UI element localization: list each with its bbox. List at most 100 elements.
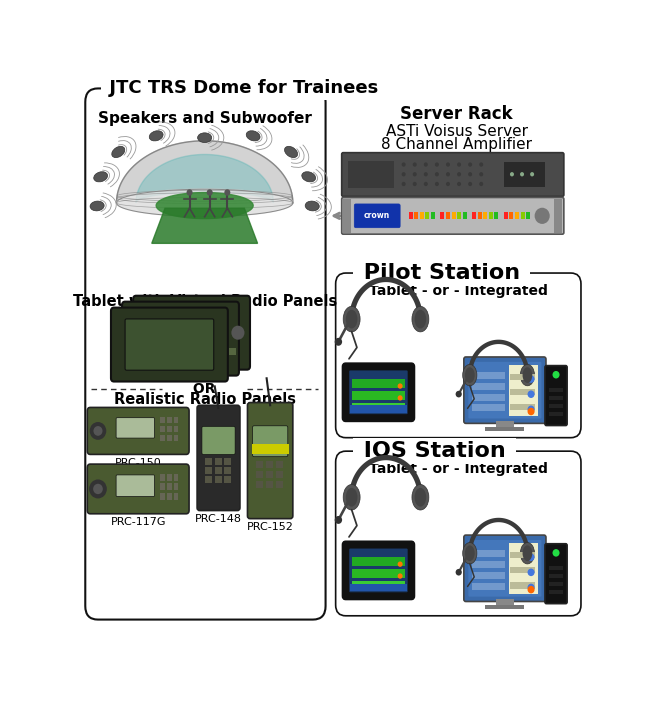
Bar [549, 412, 563, 416]
FancyBboxPatch shape [469, 540, 541, 597]
Bar [352, 557, 405, 566]
Circle shape [335, 338, 342, 346]
Bar [205, 467, 212, 474]
Ellipse shape [150, 131, 163, 141]
FancyBboxPatch shape [464, 357, 546, 423]
Bar [472, 583, 504, 590]
Circle shape [528, 569, 534, 576]
Ellipse shape [346, 488, 358, 507]
FancyBboxPatch shape [469, 362, 541, 418]
Bar [509, 543, 538, 594]
Bar [266, 470, 274, 478]
FancyBboxPatch shape [354, 204, 400, 228]
Ellipse shape [112, 147, 125, 158]
Circle shape [90, 422, 107, 440]
Text: IOS Station: IOS Station [356, 441, 514, 461]
Circle shape [424, 163, 428, 167]
Ellipse shape [343, 484, 360, 510]
Polygon shape [156, 193, 253, 219]
Bar [256, 470, 263, 478]
Bar [167, 435, 172, 441]
Text: ASTi Voisus Server: ASTi Voisus Server [385, 124, 528, 139]
Circle shape [413, 172, 417, 177]
Circle shape [187, 189, 192, 196]
Bar [504, 163, 545, 186]
Ellipse shape [521, 365, 534, 386]
Bar [472, 404, 504, 411]
Circle shape [398, 573, 402, 579]
Bar [167, 493, 172, 500]
Bar [174, 348, 181, 355]
Bar [256, 461, 263, 468]
Circle shape [435, 182, 439, 186]
Polygon shape [152, 208, 257, 243]
Circle shape [398, 395, 402, 401]
Bar [214, 458, 222, 465]
Circle shape [207, 189, 213, 196]
Circle shape [528, 584, 534, 591]
Bar [160, 435, 165, 441]
Bar [441, 212, 445, 219]
Bar [160, 474, 165, 481]
Bar [174, 493, 178, 500]
Bar [352, 379, 405, 388]
Bar [167, 483, 172, 490]
Bar [495, 599, 514, 606]
Bar [214, 467, 222, 474]
FancyBboxPatch shape [125, 319, 214, 370]
Text: Tablet - or - Integrated: Tablet - or - Integrated [369, 462, 548, 476]
Bar [489, 212, 493, 219]
Text: Pilot Station: Pilot Station [356, 263, 528, 283]
Bar [472, 394, 504, 401]
Bar [229, 348, 237, 355]
Bar [549, 590, 563, 594]
Text: JTC TRS Dome for Trainees: JTC TRS Dome for Trainees [103, 79, 384, 97]
Bar [510, 212, 514, 219]
Bar [160, 493, 165, 500]
Text: PRC-148: PRC-148 [195, 515, 242, 524]
Circle shape [398, 407, 402, 412]
Ellipse shape [523, 545, 532, 561]
Circle shape [224, 189, 230, 196]
FancyBboxPatch shape [343, 363, 414, 421]
Bar [526, 212, 530, 219]
FancyBboxPatch shape [343, 541, 414, 599]
Bar [510, 567, 536, 573]
Ellipse shape [94, 172, 107, 182]
Circle shape [520, 172, 524, 177]
Bar [472, 372, 504, 379]
Circle shape [402, 163, 406, 167]
FancyBboxPatch shape [87, 464, 189, 514]
Circle shape [530, 172, 534, 177]
Bar [174, 417, 178, 423]
Circle shape [435, 163, 439, 167]
Ellipse shape [465, 367, 474, 383]
Circle shape [535, 207, 550, 224]
Bar [266, 461, 274, 468]
Bar [276, 470, 283, 478]
Ellipse shape [90, 201, 104, 211]
Bar [218, 348, 226, 355]
Bar [160, 483, 165, 490]
Bar [549, 566, 563, 570]
Bar [190, 345, 200, 355]
Bar [164, 345, 174, 355]
Bar [348, 161, 393, 189]
Polygon shape [116, 141, 292, 203]
FancyBboxPatch shape [116, 418, 155, 438]
Bar [549, 396, 563, 400]
Bar [431, 212, 435, 219]
Bar [478, 212, 482, 219]
Text: Realistic Radio Panels: Realistic Radio Panels [114, 393, 296, 407]
Bar [472, 561, 504, 568]
Bar [472, 212, 476, 219]
Bar [224, 476, 231, 483]
Bar [510, 374, 536, 380]
Ellipse shape [463, 543, 477, 564]
Circle shape [528, 390, 534, 398]
Circle shape [398, 585, 402, 591]
Bar [452, 212, 456, 219]
Circle shape [398, 562, 402, 567]
Bar [224, 458, 231, 465]
Circle shape [468, 172, 472, 177]
